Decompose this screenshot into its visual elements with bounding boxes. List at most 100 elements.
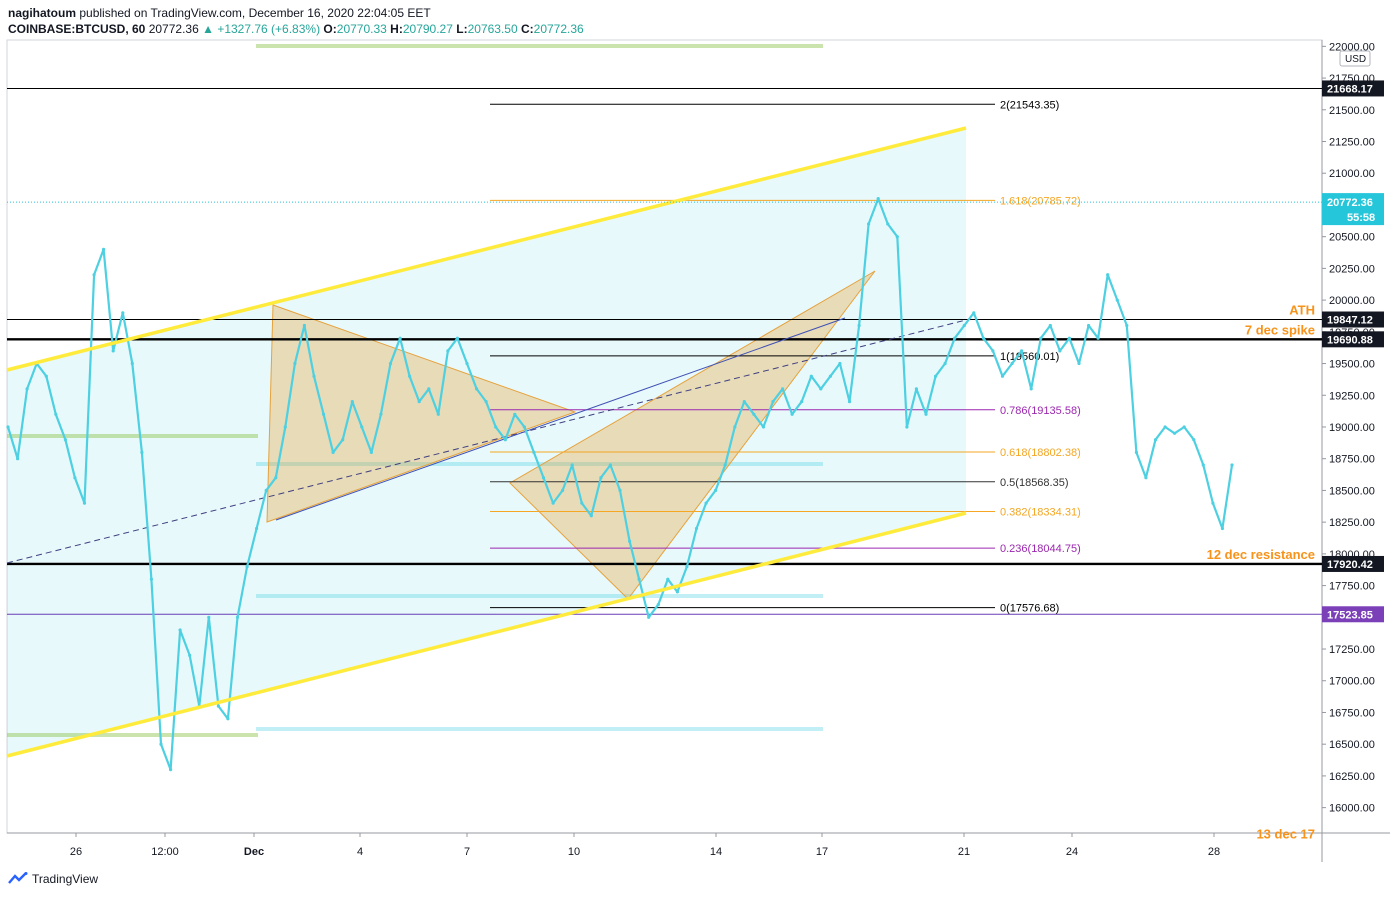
price-point	[1096, 336, 1100, 340]
price-point	[694, 526, 699, 531]
currency-box	[1339, 50, 1371, 67]
price-point	[819, 387, 823, 391]
price-point	[1020, 349, 1024, 353]
y-tick-label: 20250.00	[1329, 263, 1375, 275]
level-price-label: 17523.85	[1327, 609, 1373, 621]
price-point	[503, 438, 507, 442]
price-point	[494, 425, 498, 429]
price-point	[981, 336, 986, 340]
fib-level-label: 0(17576.68)	[1000, 603, 1059, 615]
fib-level-label: 0.618(18802.38)	[1000, 447, 1081, 459]
y-tick-label: 21000.00	[1329, 168, 1375, 180]
price-point	[905, 425, 909, 429]
symbol-line: COINBASE:BTCUSD, 60 20772.36 ▲ +1327.76 …	[8, 21, 584, 37]
price-point	[6, 425, 10, 429]
price-point	[570, 463, 574, 467]
fib-level-label: 2(21543.35)	[1000, 99, 1059, 111]
price-point	[972, 311, 976, 315]
level-price-tag	[1322, 555, 1384, 572]
annotation-label: 12 dec resistance	[1207, 547, 1315, 562]
fib-level-label: 0.382(18334.31)	[1000, 506, 1081, 518]
price-point	[704, 501, 708, 505]
price-point	[73, 476, 77, 480]
x-tick-label: 14	[710, 846, 722, 858]
price-point	[63, 438, 67, 442]
price-point	[580, 501, 584, 505]
y-tick-label: 19000.00	[1329, 422, 1375, 434]
publisher-name[interactable]: nagihatoum	[8, 6, 76, 20]
price-point	[111, 349, 115, 353]
price-point	[44, 374, 48, 378]
trendline	[275, 317, 846, 521]
price-point	[924, 412, 928, 416]
price-point	[1211, 501, 1215, 505]
price-point	[130, 361, 134, 366]
footer: TradingView	[8, 872, 98, 886]
price-point	[149, 577, 153, 581]
price-point	[666, 577, 670, 581]
price-point	[1220, 526, 1224, 531]
price-point	[761, 425, 766, 429]
price-point	[914, 387, 919, 391]
fib-level-label: 1(19560.01)	[1000, 351, 1059, 363]
price-point	[25, 387, 29, 391]
price-point	[771, 400, 775, 404]
price-point	[1058, 349, 1062, 353]
x-tick-label: 21	[958, 846, 970, 858]
price-point	[216, 704, 220, 708]
symbol-label[interactable]: COINBASE:BTCUSD, 60	[8, 22, 146, 36]
price-point	[1192, 438, 1196, 442]
level-price-tag	[1322, 606, 1384, 623]
price-point	[781, 387, 785, 391]
y-tick-label: 20500.00	[1329, 232, 1375, 244]
zone-bar	[256, 462, 823, 466]
price-point	[943, 361, 947, 366]
price-point	[331, 450, 335, 454]
y-tick-label: 22000.00	[1329, 41, 1375, 53]
x-tick-label: 17	[816, 846, 828, 858]
price-point	[867, 222, 871, 226]
price-point	[341, 438, 345, 442]
price-point	[589, 514, 593, 518]
last-price: 20772.36	[148, 22, 199, 36]
y-tick-label: 16250.00	[1329, 771, 1375, 783]
level-price-tag	[1322, 331, 1384, 348]
price-point	[685, 565, 689, 569]
price-point	[1067, 336, 1071, 340]
x-tick-label: 28	[1208, 846, 1220, 858]
level-price-tag	[1322, 80, 1384, 97]
triangle-pattern	[266, 304, 577, 523]
price-point	[723, 463, 727, 467]
fib-level-label: 1.618(20785.72)	[1000, 195, 1081, 207]
y-tick-label: 16000.00	[1329, 803, 1375, 815]
footer-brand[interactable]: TradingView	[32, 872, 99, 886]
price-point	[847, 400, 852, 404]
price-point	[169, 768, 173, 772]
price-point	[1077, 361, 1081, 366]
price-point	[1163, 425, 1167, 429]
price-point	[838, 361, 842, 366]
y-tick-label: 19250.00	[1329, 390, 1375, 402]
price-point	[159, 742, 163, 746]
price-point	[647, 615, 651, 619]
chart-header: nagihatoum published on TradingView.com,…	[8, 5, 584, 37]
y-tick-label: 21250.00	[1329, 137, 1375, 149]
price-point	[1125, 323, 1129, 328]
price-point	[360, 425, 364, 429]
price-point	[953, 336, 957, 340]
price-point	[608, 463, 613, 467]
price-point	[264, 488, 268, 492]
price-point	[16, 457, 20, 461]
price-point	[1201, 463, 1205, 467]
price-point	[1182, 425, 1186, 429]
zone-bar	[7, 434, 258, 438]
price-point	[417, 400, 421, 404]
price-point	[800, 400, 804, 404]
price-point	[465, 361, 469, 366]
low-label: L:	[456, 22, 468, 36]
zone-bar	[256, 594, 823, 598]
price-point	[1010, 361, 1014, 366]
price-point	[1029, 387, 1033, 391]
price-point	[140, 450, 144, 454]
